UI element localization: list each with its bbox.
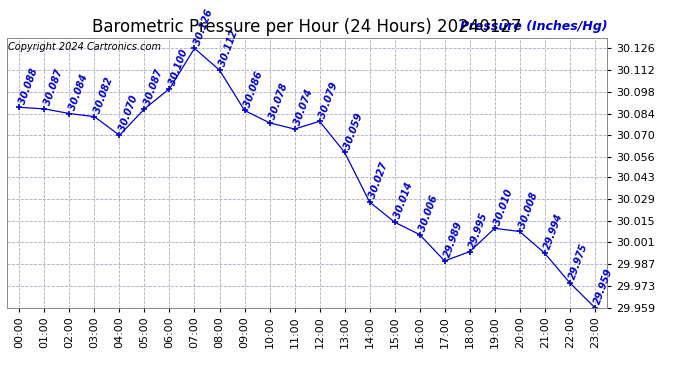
Text: 30.088: 30.088 [17, 67, 39, 105]
Text: 30.087: 30.087 [143, 68, 165, 107]
Text: 30.059: 30.059 [343, 112, 365, 150]
Text: 30.078: 30.078 [268, 82, 290, 121]
Text: 29.989: 29.989 [443, 220, 465, 259]
Text: 30.100: 30.100 [168, 48, 190, 87]
Text: 30.087: 30.087 [43, 68, 65, 107]
Text: 30.027: 30.027 [368, 161, 390, 200]
Text: 30.074: 30.074 [293, 88, 315, 127]
Text: 30.070: 30.070 [117, 94, 139, 133]
Title: Barometric Pressure per Hour (24 Hours) 20240127: Barometric Pressure per Hour (24 Hours) … [92, 18, 522, 36]
Text: 30.079: 30.079 [317, 81, 339, 119]
Text: 30.084: 30.084 [68, 73, 90, 111]
Text: 29.994: 29.994 [543, 212, 565, 251]
Text: 29.975: 29.975 [568, 242, 590, 280]
Text: 30.086: 30.086 [243, 70, 265, 108]
Text: 29.959: 29.959 [593, 267, 615, 305]
Text: 30.126: 30.126 [193, 8, 215, 46]
Text: 30.010: 30.010 [493, 188, 515, 226]
Text: 30.014: 30.014 [393, 182, 415, 220]
Text: 30.112: 30.112 [217, 29, 239, 68]
Text: 30.008: 30.008 [518, 191, 540, 230]
Text: Pressure (Inches/Hg): Pressure (Inches/Hg) [460, 21, 607, 33]
Text: 30.082: 30.082 [92, 76, 115, 114]
Text: Copyright 2024 Cartronics.com: Copyright 2024 Cartronics.com [8, 42, 161, 51]
Text: 29.995: 29.995 [468, 211, 490, 249]
Text: 30.006: 30.006 [417, 194, 440, 232]
